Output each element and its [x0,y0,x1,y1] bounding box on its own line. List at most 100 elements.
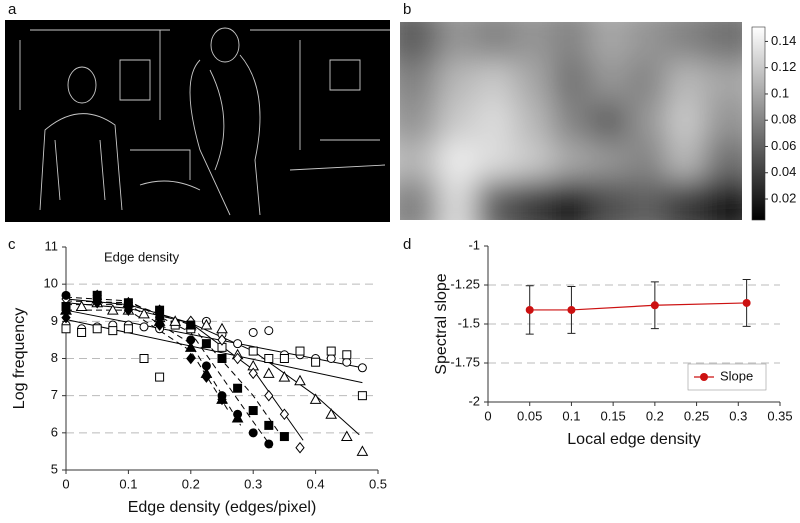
colorbar-tick-label: 0.08 [771,112,796,127]
point [264,354,274,363]
heat-cell [400,101,439,142]
point [92,290,102,300]
heat-cell [704,180,742,220]
panel-label: c [8,236,16,253]
heatmap-blur [400,22,742,220]
heat-cell [552,61,591,103]
point [232,352,243,365]
heat-cell [438,61,477,103]
point [233,339,243,349]
point [248,428,258,438]
y-tick-label: 9 [51,313,58,328]
y-tick-label: 11 [45,238,59,253]
fit-line [65,300,285,441]
heat-cell [666,140,705,182]
point [139,322,149,332]
point [108,326,118,336]
heat-cell [514,101,553,142]
heat-cell [628,22,667,63]
heat-cell [438,180,477,220]
heat-cell [590,22,629,63]
heat-cell [590,180,629,220]
point [186,335,196,345]
heat-cell [438,22,477,63]
x-tick-label: 0.2 [182,476,200,491]
point [262,367,275,378]
point [309,393,322,404]
heat-cell [476,140,515,182]
edge-contour [189,54,261,216]
heat-cell [400,61,439,103]
point [325,408,338,419]
heat-cell [666,180,705,220]
heat-cell [476,61,515,103]
point [326,346,336,356]
heat-cell [514,140,553,182]
y-axis-title: Log frequency [11,308,28,409]
point [357,391,367,401]
colorbar [751,26,766,221]
heat-cell [628,140,667,182]
heat-cell [590,101,629,142]
point [217,354,227,363]
point [77,327,87,337]
heat-cell [514,61,553,103]
point [279,432,289,442]
series-line [529,302,747,311]
heat-cell [400,140,439,182]
point [248,367,258,380]
heat-cell [628,180,667,220]
point [61,311,71,324]
y-tick-label: -2 [468,393,480,408]
point [264,420,274,430]
fit-line [66,309,229,411]
point [278,371,291,382]
panel-label: b [403,1,411,18]
fit-line [66,304,242,426]
x-tick-label: 0 [484,408,491,423]
x-tick-label: 0.3 [729,408,747,423]
point [311,357,321,367]
heat-cell [628,101,667,142]
point [342,350,352,360]
point [138,307,150,319]
point [61,324,71,334]
point [169,315,182,326]
y-tick-label: 8 [51,350,58,365]
point [217,334,227,346]
point [217,391,227,401]
edge-contour [119,59,361,191]
edge-contour [210,27,240,63]
x-tick-label: 0.25 [684,408,709,423]
point [279,408,290,421]
heat-cell [666,22,705,63]
colorbar-tick-label: 0.02 [771,190,796,205]
point [295,346,305,356]
y-tick-label: 6 [51,424,58,439]
heat-cell [552,180,591,220]
point [525,305,534,314]
point [216,322,228,334]
heat-cell [438,101,477,142]
heat-cell [704,101,742,142]
y-tick-label: -1.75 [450,354,480,369]
colorbar-tick-label: 0.1 [771,85,789,100]
x-tick-label: 0.2 [646,408,664,423]
y-tick-label: -1 [468,237,480,252]
point [326,354,336,363]
point [356,445,369,456]
point [61,290,71,300]
legend-label: Slope [720,368,753,383]
point [139,354,149,363]
point [248,327,258,337]
point [123,324,133,334]
edge-contour [39,113,123,211]
heat-cell [476,180,515,220]
point [264,439,274,449]
colorbar-tick-label: 0.04 [771,164,796,179]
point [264,389,274,402]
edge-image [5,20,390,222]
heat-cell [704,61,742,103]
